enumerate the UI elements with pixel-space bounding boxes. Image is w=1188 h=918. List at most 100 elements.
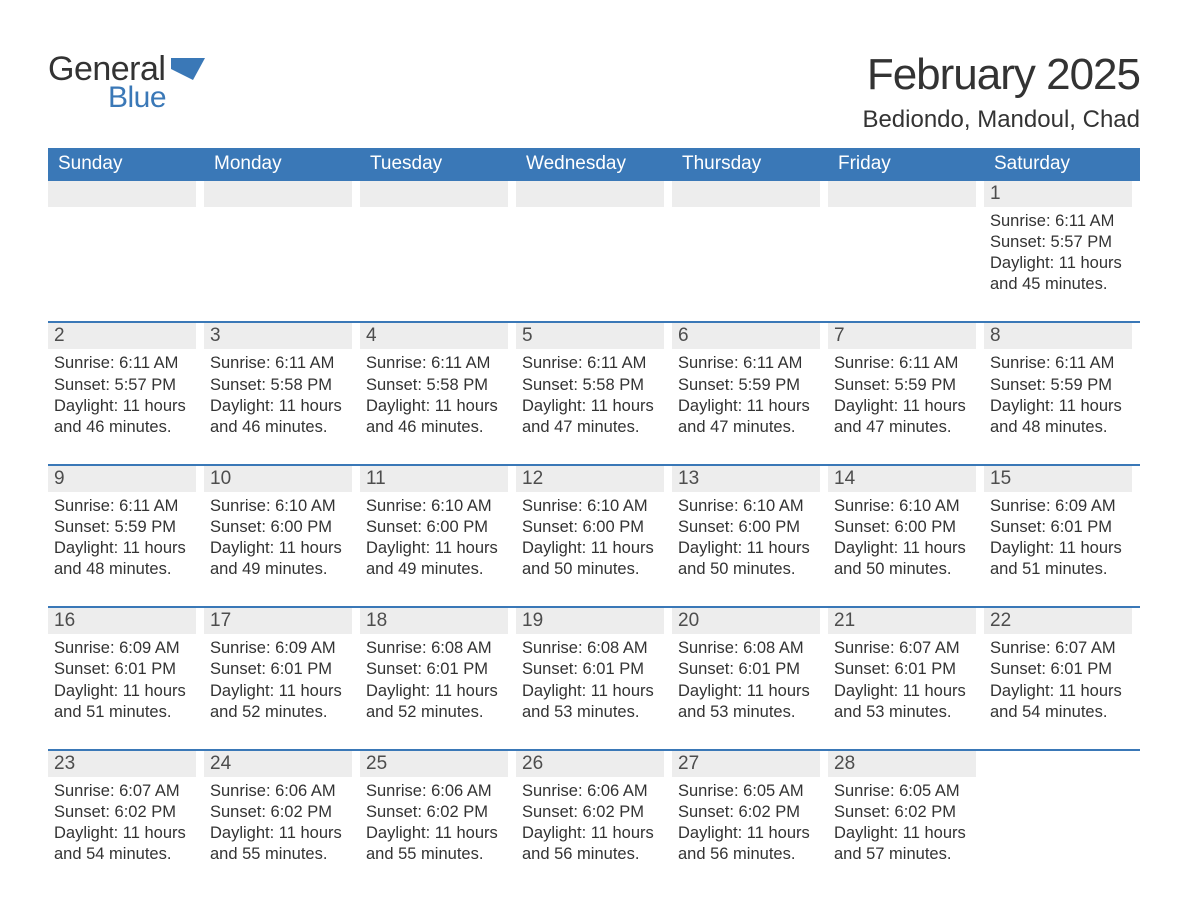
daylight-line: Daylight: 11 hours and 53 minutes.: [678, 681, 816, 723]
sunset-line: Sunset: 6:01 PM: [678, 659, 816, 680]
sunrise-line: Sunrise: 6:05 AM: [834, 781, 972, 802]
daylight-line: Daylight: 11 hours and 55 minutes.: [366, 823, 504, 865]
sunset-line: Sunset: 5:59 PM: [834, 375, 972, 396]
day-number-empty: [516, 181, 664, 207]
sunrise-line: Sunrise: 6:05 AM: [678, 781, 816, 802]
day-cell: 9Sunrise: 6:11 AMSunset: 5:59 PMDaylight…: [48, 466, 204, 588]
day-number: 21: [828, 608, 976, 634]
day-cell: 21 Sunrise: 6:07 AMSunset: 6:01 PMDayligh…: [828, 608, 984, 730]
sunrise-line: Sunrise: 6:10 AM: [834, 496, 972, 517]
day-cell-empty: [204, 181, 360, 303]
sunset-line: Sunset: 6:01 PM: [990, 517, 1128, 538]
sunrise-line: Sunrise: 6:08 AM: [522, 638, 660, 659]
day-cell: 5Sunrise: 6:11 AMSunset: 5:58 PMDaylight…: [516, 323, 672, 445]
day-number: 16: [48, 608, 196, 634]
sunset-line: Sunset: 5:57 PM: [990, 232, 1128, 253]
day-number: 6: [672, 323, 820, 349]
header: General Blue February 2025 Bediondo, Man…: [48, 50, 1140, 134]
day-cell: 27 Sunrise: 6:05 AMSunset: 6:02 PMDayligh…: [672, 751, 828, 873]
day-details: Sunrise: 6:07 AMSunset: 6:01 PMDaylight:…: [828, 638, 976, 722]
day-details: Sunrise: 6:10 AMSunset: 6:00 PMDaylight:…: [672, 496, 820, 580]
sunset-line: Sunset: 5:59 PM: [678, 375, 816, 396]
logo-flag-icon: [171, 58, 205, 85]
day-number: 3: [204, 323, 352, 349]
day-details: Sunrise: 6:08 AMSunset: 6:01 PMDaylight:…: [516, 638, 664, 722]
sunrise-line: Sunrise: 6:10 AM: [210, 496, 348, 517]
sunrise-line: Sunrise: 6:11 AM: [834, 353, 972, 374]
day-details: Sunrise: 6:11 AMSunset: 5:58 PMDaylight:…: [360, 353, 508, 437]
day-cell: 12Sunrise: 6:10 AMSunset: 6:00 PMDayligh…: [516, 466, 672, 588]
daylight-line: Daylight: 11 hours and 56 minutes.: [522, 823, 660, 865]
day-cell: 25Sunrise: 6:06 AMSunset: 6:02 PMDayligh…: [360, 751, 516, 873]
sunset-line: Sunset: 5:58 PM: [522, 375, 660, 396]
day-details: Sunrise: 6:05 AMSunset: 6:02 PMDaylight:…: [672, 781, 820, 865]
sunrise-line: Sunrise: 6:06 AM: [522, 781, 660, 802]
day-number: 13: [672, 466, 820, 492]
week-row: 2Sunrise: 6:11 AMSunset: 5:57 PMDaylight…: [48, 321, 1140, 445]
sunset-line: Sunset: 5:58 PM: [366, 375, 504, 396]
day-number: 27: [672, 751, 820, 777]
sunrise-line: Sunrise: 6:10 AM: [366, 496, 504, 517]
sunset-line: Sunset: 6:00 PM: [678, 517, 816, 538]
day-details: Sunrise: 6:08 AMSunset: 6:01 PMDaylight:…: [672, 638, 820, 722]
sunrise-line: Sunrise: 6:11 AM: [366, 353, 504, 374]
day-number: 26: [516, 751, 664, 777]
day-cell: 1Sunrise: 6:11 AMSunset: 5:57 PMDaylight…: [984, 181, 1140, 303]
month-title: February 2025: [862, 50, 1140, 100]
day-cell-empty: [48, 181, 204, 303]
day-details: Sunrise: 6:11 AMSunset: 5:59 PMDaylight:…: [48, 496, 196, 580]
sunset-line: Sunset: 6:00 PM: [366, 517, 504, 538]
daylight-line: Daylight: 11 hours and 48 minutes.: [990, 396, 1128, 438]
sunrise-line: Sunrise: 6:08 AM: [678, 638, 816, 659]
day-cell: 7Sunrise: 6:11 AMSunset: 5:59 PMDaylight…: [828, 323, 984, 445]
day-cell: 23Sunrise: 6:07 AMSunset: 6:02 PMDayligh…: [48, 751, 204, 873]
day-details: Sunrise: 6:09 AMSunset: 6:01 PMDaylight:…: [48, 638, 196, 722]
sunset-line: Sunset: 6:02 PM: [366, 802, 504, 823]
sunrise-line: Sunrise: 6:07 AM: [54, 781, 192, 802]
day-number: 18: [360, 608, 508, 634]
sunrise-line: Sunrise: 6:11 AM: [54, 353, 192, 374]
sunrise-line: Sunrise: 6:06 AM: [210, 781, 348, 802]
title-block: February 2025 Bediondo, Mandoul, Chad: [862, 50, 1140, 134]
day-number: 12: [516, 466, 664, 492]
day-details: Sunrise: 6:07 AMSunset: 6:01 PMDaylight:…: [984, 638, 1132, 722]
day-cell-empty: [672, 181, 828, 303]
sunset-line: Sunset: 5:58 PM: [210, 375, 348, 396]
daylight-line: Daylight: 11 hours and 46 minutes.: [210, 396, 348, 438]
day-details: Sunrise: 6:11 AMSunset: 5:58 PMDaylight:…: [516, 353, 664, 437]
day-number: 28: [828, 751, 976, 777]
sunset-line: Sunset: 6:00 PM: [522, 517, 660, 538]
day-number: 23: [48, 751, 196, 777]
day-cell-empty: [828, 181, 984, 303]
daylight-line: Daylight: 11 hours and 55 minutes.: [210, 823, 348, 865]
day-cell: 6Sunrise: 6:11 AMSunset: 5:59 PMDaylight…: [672, 323, 828, 445]
day-number: 2: [48, 323, 196, 349]
day-cell: 26Sunrise: 6:06 AMSunset: 6:02 PMDayligh…: [516, 751, 672, 873]
day-cell-empty: [360, 181, 516, 303]
sunrise-line: Sunrise: 6:11 AM: [54, 496, 192, 517]
day-cell: 22Sunrise: 6:07 AMSunset: 6:01 PMDayligh…: [984, 608, 1140, 730]
sunset-line: Sunset: 5:59 PM: [54, 517, 192, 538]
day-cell: 20Sunrise: 6:08 AMSunset: 6:01 PMDayligh…: [672, 608, 828, 730]
day-cell: 24Sunrise: 6:06 AMSunset: 6:02 PMDayligh…: [204, 751, 360, 873]
daylight-line: Daylight: 11 hours and 48 minutes.: [54, 538, 192, 580]
sunset-line: Sunset: 5:59 PM: [990, 375, 1128, 396]
sunset-line: Sunset: 6:00 PM: [210, 517, 348, 538]
sunset-line: Sunset: 6:01 PM: [522, 659, 660, 680]
dow-header-row: Sunday Monday Tuesday Wednesday Thursday…: [48, 148, 1140, 181]
sunrise-line: Sunrise: 6:06 AM: [366, 781, 504, 802]
sunrise-line: Sunrise: 6:09 AM: [54, 638, 192, 659]
week-row: 23Sunrise: 6:07 AMSunset: 6:02 PMDayligh…: [48, 749, 1140, 873]
week-row: 1Sunrise: 6:11 AMSunset: 5:57 PMDaylight…: [48, 181, 1140, 303]
sunset-line: Sunset: 6:02 PM: [834, 802, 972, 823]
sunset-line: Sunset: 6:00 PM: [834, 517, 972, 538]
daylight-line: Daylight: 11 hours and 54 minutes.: [54, 823, 192, 865]
sunrise-line: Sunrise: 6:11 AM: [210, 353, 348, 374]
dow-saturday: Saturday: [984, 148, 1140, 181]
day-cell: 19Sunrise: 6:08 AMSunset: 6:01 PMDayligh…: [516, 608, 672, 730]
day-cell: 17Sunrise: 6:09 AMSunset: 6:01 PMDayligh…: [204, 608, 360, 730]
day-number: 15: [984, 466, 1132, 492]
daylight-line: Daylight: 11 hours and 52 minutes.: [210, 681, 348, 723]
daylight-line: Daylight: 11 hours and 51 minutes.: [990, 538, 1128, 580]
sunset-line: Sunset: 6:01 PM: [990, 659, 1128, 680]
